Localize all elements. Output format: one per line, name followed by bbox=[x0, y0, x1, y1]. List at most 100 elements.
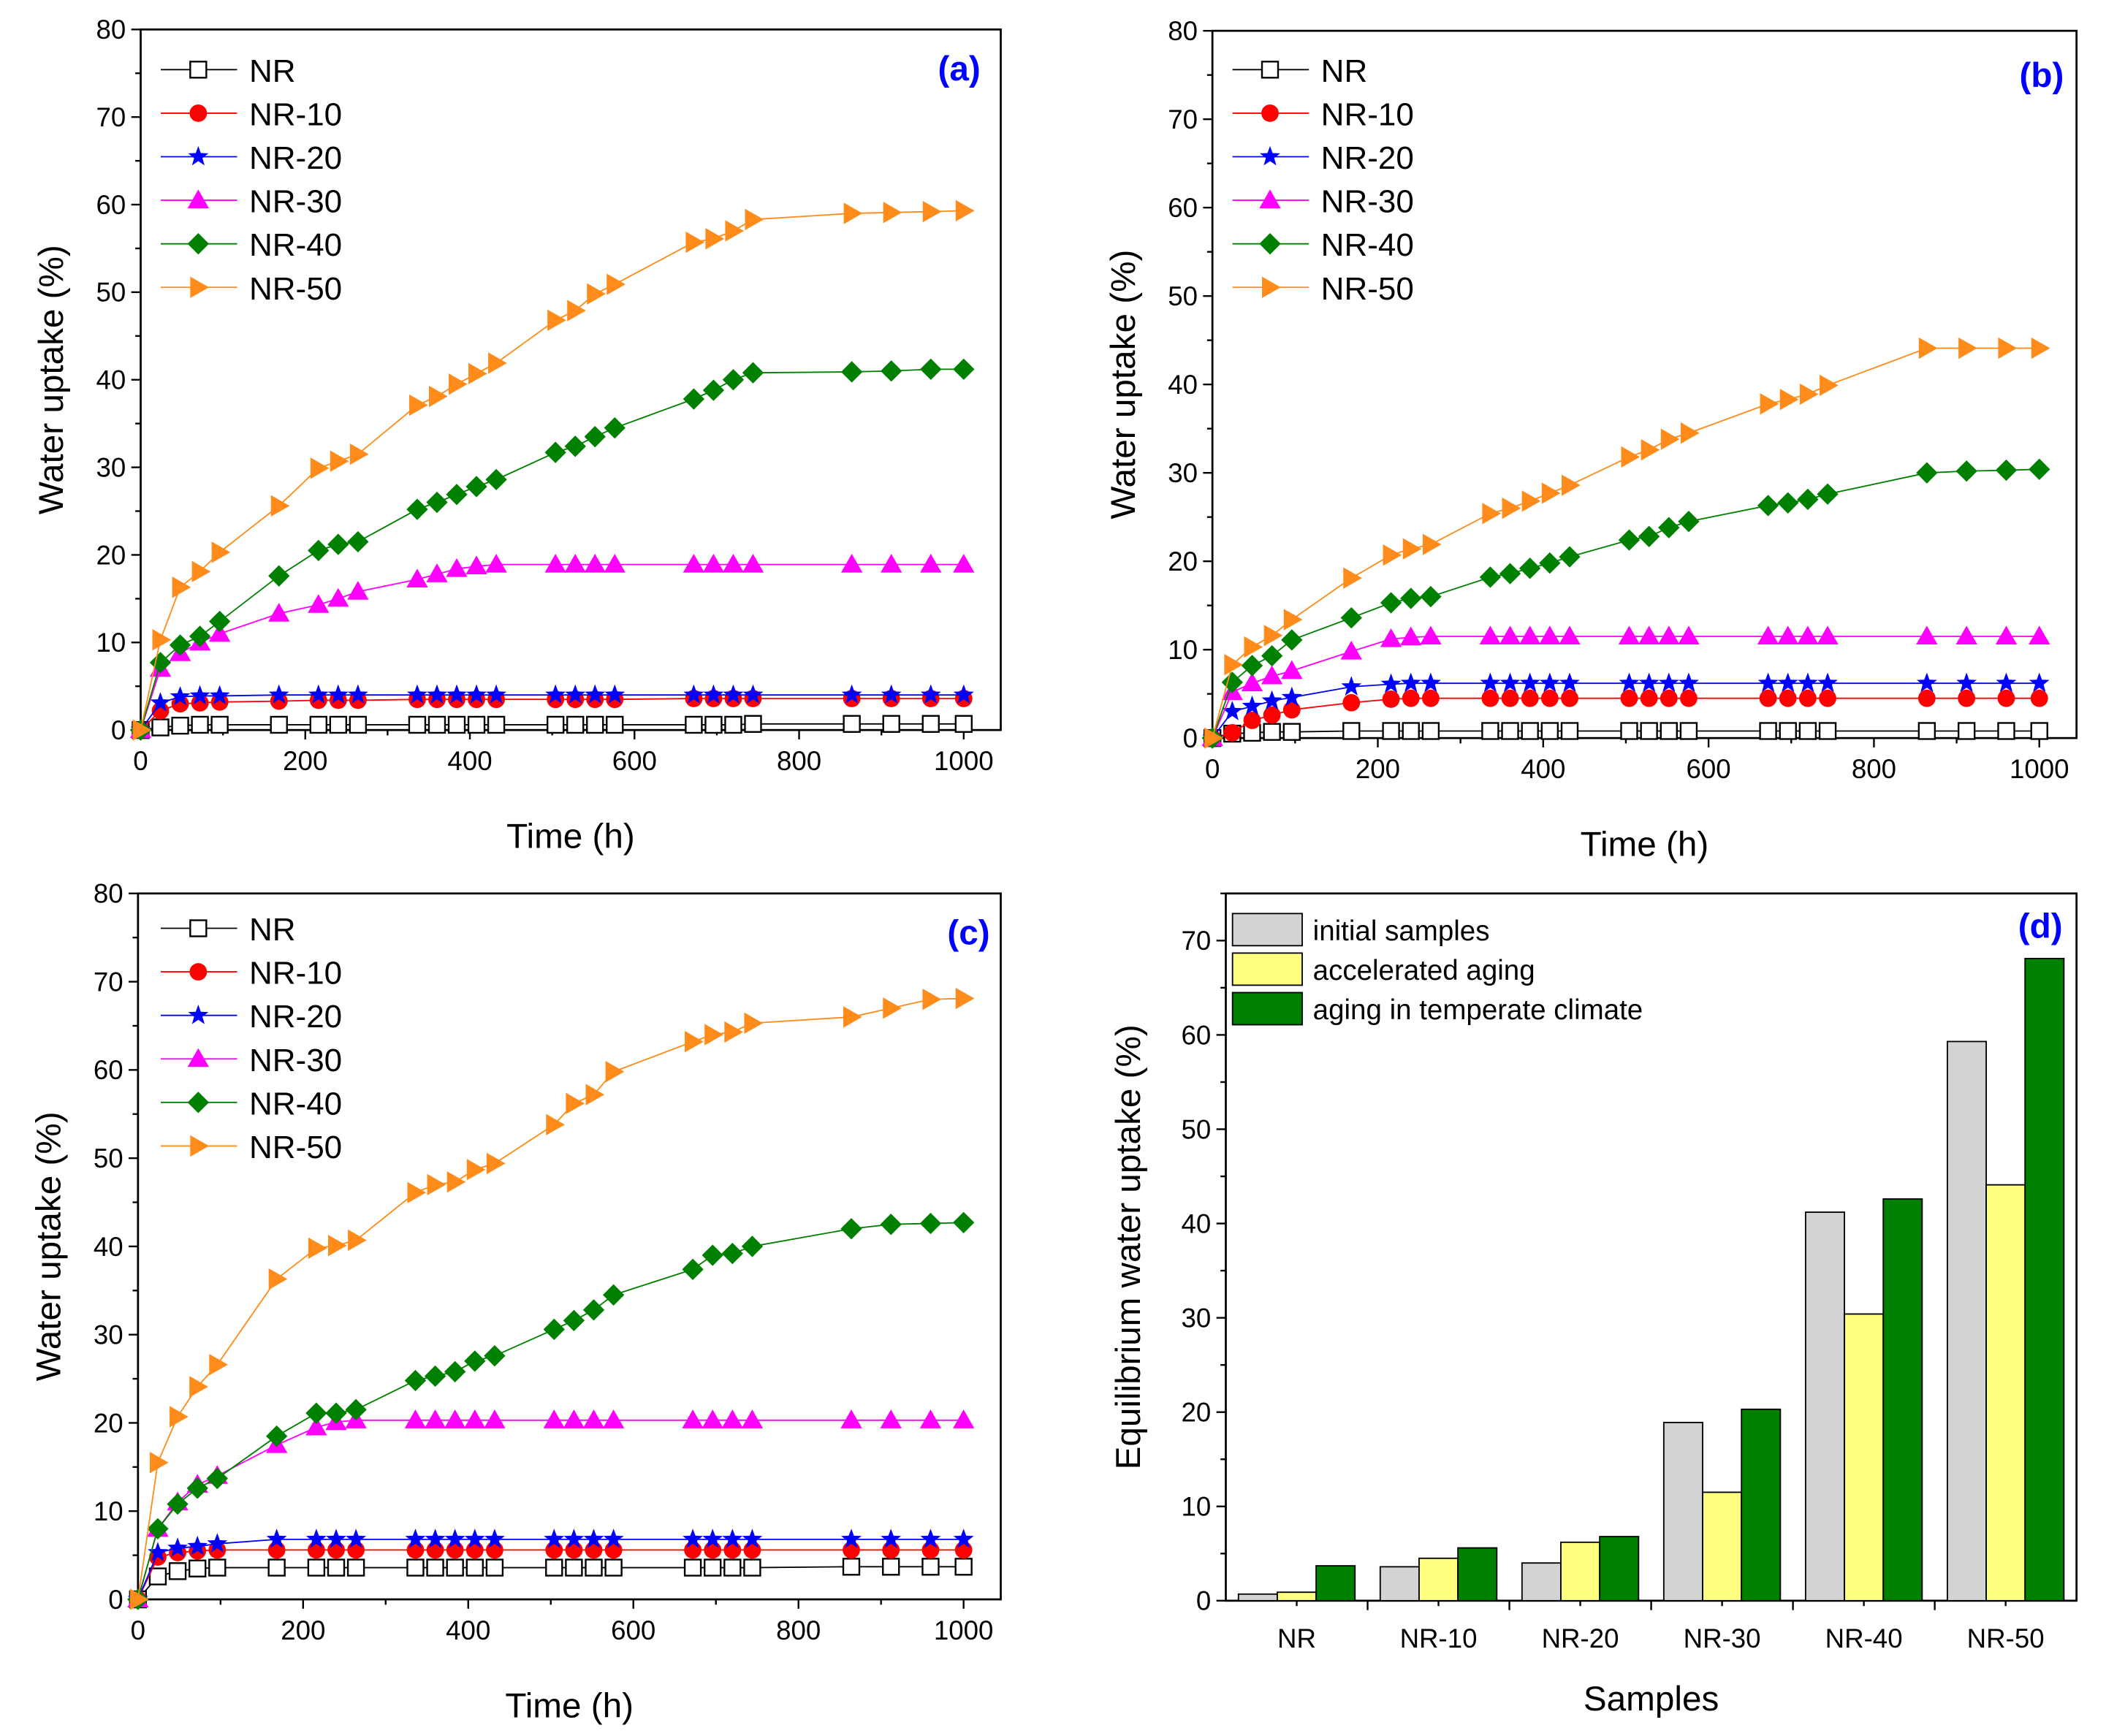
data-point bbox=[484, 1409, 506, 1428]
data-point bbox=[545, 684, 566, 704]
data-point bbox=[1263, 625, 1283, 647]
data-point bbox=[1263, 706, 1281, 724]
data-point bbox=[191, 715, 209, 734]
data-point bbox=[405, 1528, 426, 1548]
data-point bbox=[407, 1181, 427, 1203]
legend-label: NR-30 bbox=[1321, 184, 1414, 220]
data-point bbox=[1539, 625, 1561, 645]
bar bbox=[1985, 1184, 2026, 1602]
data-point bbox=[1340, 640, 1362, 660]
y-tick-label: 50 bbox=[94, 1143, 123, 1173]
data-point bbox=[305, 1416, 327, 1436]
data-point bbox=[1539, 672, 1560, 693]
data-point bbox=[602, 1409, 625, 1428]
data-point bbox=[1281, 686, 1302, 707]
data-point bbox=[209, 685, 230, 705]
data-point bbox=[607, 273, 626, 295]
data-point bbox=[167, 1537, 189, 1557]
data-point bbox=[444, 1409, 466, 1428]
legend-marker-icon bbox=[1260, 145, 1280, 166]
data-point bbox=[268, 684, 289, 704]
data-point bbox=[327, 1235, 347, 1257]
data-point bbox=[1561, 689, 1578, 707]
data-point bbox=[327, 1541, 345, 1559]
data-point bbox=[723, 1558, 742, 1577]
y-tick-label: 70 bbox=[94, 967, 123, 997]
data-point bbox=[1380, 673, 1402, 693]
data-point bbox=[953, 1528, 974, 1548]
series-line bbox=[140, 368, 964, 731]
data-point bbox=[486, 1541, 503, 1559]
x-tick-label: NR bbox=[1277, 1623, 1316, 1653]
data-point bbox=[446, 684, 467, 704]
y-tick-label: 20 bbox=[1182, 1398, 1212, 1428]
data-point bbox=[1797, 625, 1819, 645]
legend-label: NR bbox=[249, 912, 296, 948]
data-point bbox=[921, 1541, 940, 1559]
y-tick-label: 0 bbox=[108, 1585, 123, 1615]
data-point bbox=[1501, 689, 1519, 707]
panel-label: (c) bbox=[947, 914, 989, 953]
data-point bbox=[742, 553, 764, 573]
data-point bbox=[1282, 723, 1301, 741]
data-point bbox=[446, 1171, 466, 1193]
data-point bbox=[147, 1518, 169, 1540]
series-nr-50 bbox=[129, 987, 975, 1610]
y-tick-label: 80 bbox=[96, 15, 126, 45]
data-point bbox=[1261, 690, 1282, 710]
data-point bbox=[883, 202, 902, 224]
data-point bbox=[172, 576, 191, 598]
data-point bbox=[1521, 490, 1541, 512]
data-point bbox=[1678, 625, 1700, 645]
data-point bbox=[1638, 525, 1660, 547]
data-point bbox=[149, 1452, 169, 1474]
data-point bbox=[1679, 722, 1698, 740]
bar bbox=[1662, 1421, 1703, 1602]
data-point bbox=[189, 685, 210, 705]
data-point bbox=[210, 715, 229, 734]
data-point bbox=[426, 563, 448, 582]
panel-label: (a) bbox=[938, 50, 981, 88]
data-point bbox=[1382, 722, 1400, 740]
data-point bbox=[1541, 482, 1561, 504]
data-point bbox=[725, 220, 745, 242]
data-point bbox=[1759, 689, 1777, 707]
data-point bbox=[587, 283, 606, 305]
data-point bbox=[584, 553, 606, 573]
bar bbox=[1277, 1591, 1318, 1602]
data-point bbox=[702, 1409, 723, 1428]
series-nr-20 bbox=[1202, 672, 2050, 747]
data-point bbox=[1678, 672, 1699, 693]
legend-label: NR-50 bbox=[1321, 271, 1414, 307]
panel-b: 0 10 20 30 40 50 60 70 80 Water uptake (%) Time (h… bbox=[1104, 16, 2078, 864]
data-point bbox=[1479, 566, 1502, 588]
data-point bbox=[488, 352, 507, 374]
data-point bbox=[189, 625, 211, 647]
data-point bbox=[1641, 439, 1660, 461]
data-point bbox=[1519, 625, 1541, 645]
legend-marker-icon bbox=[188, 145, 209, 166]
data-point bbox=[1519, 557, 1541, 579]
data-point bbox=[840, 361, 863, 383]
y-tick-label: 50 bbox=[1168, 281, 1198, 311]
data-point bbox=[1995, 459, 2018, 481]
bar bbox=[1521, 1562, 1562, 1602]
data-point bbox=[724, 1021, 743, 1043]
data-point bbox=[1420, 585, 1442, 608]
data-point bbox=[1224, 654, 1243, 676]
data-point bbox=[922, 200, 942, 223]
data-point bbox=[543, 1409, 565, 1428]
y-tick-label: 40 bbox=[94, 1232, 123, 1262]
data-point bbox=[840, 1218, 862, 1240]
data-point bbox=[427, 715, 446, 734]
data-point bbox=[270, 495, 290, 517]
legend-label: NR-30 bbox=[249, 184, 342, 220]
series-nr-30 bbox=[1201, 625, 2050, 747]
data-point bbox=[582, 1409, 605, 1428]
legend-marker-icon bbox=[189, 919, 208, 937]
bar bbox=[1237, 1593, 1278, 1602]
data-point bbox=[1502, 497, 1521, 519]
data-point bbox=[149, 652, 172, 674]
data-point bbox=[327, 1558, 346, 1577]
y-tick-label: 60 bbox=[94, 1055, 123, 1085]
